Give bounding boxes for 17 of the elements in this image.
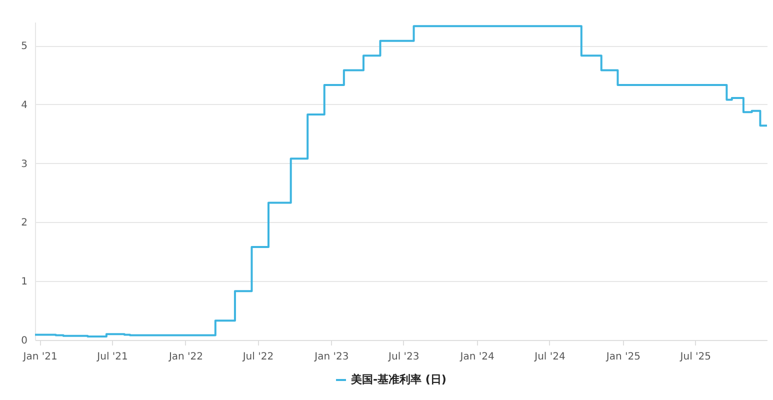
x-tick-label: Jan '21 bbox=[22, 352, 58, 362]
x-tick-label: Jul '25 bbox=[679, 352, 712, 362]
x-tick-label: Jul '24 bbox=[534, 352, 566, 362]
x-tick-label: Jan '25 bbox=[605, 352, 640, 362]
x-tick-label: Jul '22 bbox=[242, 352, 274, 362]
x-tick-label: Jan '22 bbox=[168, 352, 204, 362]
y-tick-label: 3 bbox=[21, 158, 28, 170]
y-tick-label: 5 bbox=[21, 41, 28, 52]
x-tick-label: Jul '21 bbox=[96, 352, 128, 362]
x-tick-label: Jan '24 bbox=[459, 352, 494, 362]
x-tick-label: Jul '23 bbox=[388, 352, 420, 362]
x-tick-label: Jan '23 bbox=[314, 352, 349, 362]
y-tick-label: 1 bbox=[21, 276, 28, 288]
y-tick-label: 0 bbox=[21, 336, 28, 346]
legend-label: 美国-基准利率 (日) bbox=[350, 373, 446, 386]
y-tick-label: 2 bbox=[21, 218, 28, 229]
y-tick-label: 4 bbox=[21, 100, 28, 111]
